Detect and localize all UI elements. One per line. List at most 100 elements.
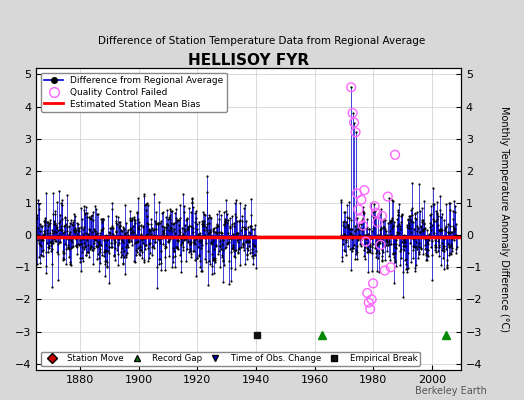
Point — [220, 220, 228, 227]
Point — [55, 239, 63, 245]
Point — [396, 223, 405, 230]
Point — [69, 234, 77, 240]
Point — [252, 265, 260, 271]
Point — [147, 232, 155, 239]
Point — [451, 226, 459, 232]
Point — [412, 246, 421, 252]
Point — [350, 234, 358, 240]
Point — [55, 219, 63, 226]
Point — [380, 224, 388, 230]
Point — [425, 233, 434, 239]
Point — [360, 187, 368, 193]
Point — [120, 226, 128, 232]
Point — [132, 252, 140, 258]
Point — [82, 252, 90, 258]
Point — [46, 240, 54, 246]
Point — [424, 236, 432, 242]
Point — [381, 257, 390, 264]
Point — [237, 224, 246, 231]
Point — [135, 251, 143, 257]
Point — [357, 226, 366, 232]
Point — [113, 247, 122, 254]
Point — [152, 220, 160, 226]
Point — [114, 262, 123, 268]
Point — [370, 216, 378, 222]
Point — [137, 237, 146, 243]
Point — [157, 260, 165, 266]
Point — [85, 254, 94, 260]
Point — [187, 251, 195, 257]
Point — [188, 196, 196, 202]
Point — [376, 211, 384, 217]
Point — [354, 226, 362, 232]
Point — [433, 198, 441, 205]
Point — [92, 237, 101, 244]
Point — [59, 256, 68, 263]
Point — [164, 238, 172, 244]
Point — [444, 244, 453, 250]
Point — [353, 215, 361, 222]
Point — [248, 226, 257, 232]
Point — [229, 246, 237, 252]
Point — [349, 232, 357, 238]
Point — [166, 224, 174, 230]
Point — [86, 244, 95, 250]
Point — [439, 245, 447, 251]
Point — [361, 233, 369, 240]
Point — [388, 222, 397, 229]
Point — [165, 213, 173, 220]
Point — [123, 234, 131, 240]
Point — [66, 220, 74, 226]
Point — [377, 234, 386, 240]
Point — [411, 215, 420, 222]
Point — [163, 221, 171, 227]
Title: HELLISOY FYR: HELLISOY FYR — [188, 53, 309, 68]
Point — [354, 232, 363, 238]
Point — [434, 238, 442, 245]
Point — [416, 208, 424, 214]
Point — [96, 246, 105, 253]
Point — [338, 235, 346, 242]
Point — [382, 235, 390, 242]
Point — [210, 270, 219, 276]
Point — [228, 234, 236, 240]
Point — [86, 243, 95, 249]
Point — [182, 233, 191, 240]
Point — [157, 218, 166, 224]
Point — [239, 246, 248, 253]
Point — [99, 216, 107, 222]
Point — [95, 268, 103, 274]
Point — [125, 239, 134, 245]
Point — [374, 255, 383, 262]
Point — [102, 232, 111, 238]
Point — [182, 236, 190, 242]
Point — [365, 247, 374, 253]
Point — [432, 244, 440, 250]
Point — [395, 242, 403, 248]
Point — [97, 242, 105, 248]
Point — [48, 284, 56, 290]
Point — [407, 217, 416, 224]
Point — [71, 225, 80, 231]
Point — [161, 224, 170, 230]
Point — [97, 232, 105, 239]
Point — [405, 222, 413, 228]
Point — [215, 228, 224, 235]
Point — [48, 237, 57, 244]
Point — [364, 231, 372, 238]
Point — [45, 242, 53, 249]
Point — [129, 258, 138, 264]
Point — [365, 226, 374, 233]
Point — [180, 226, 189, 232]
Point — [383, 248, 391, 254]
Point — [400, 232, 408, 238]
Point — [57, 226, 65, 232]
Point — [193, 231, 202, 238]
Point — [145, 241, 153, 248]
Point — [438, 247, 446, 254]
Point — [49, 240, 58, 246]
Point — [112, 229, 121, 235]
Point — [140, 259, 148, 266]
Point — [225, 281, 234, 288]
Point — [219, 237, 227, 243]
